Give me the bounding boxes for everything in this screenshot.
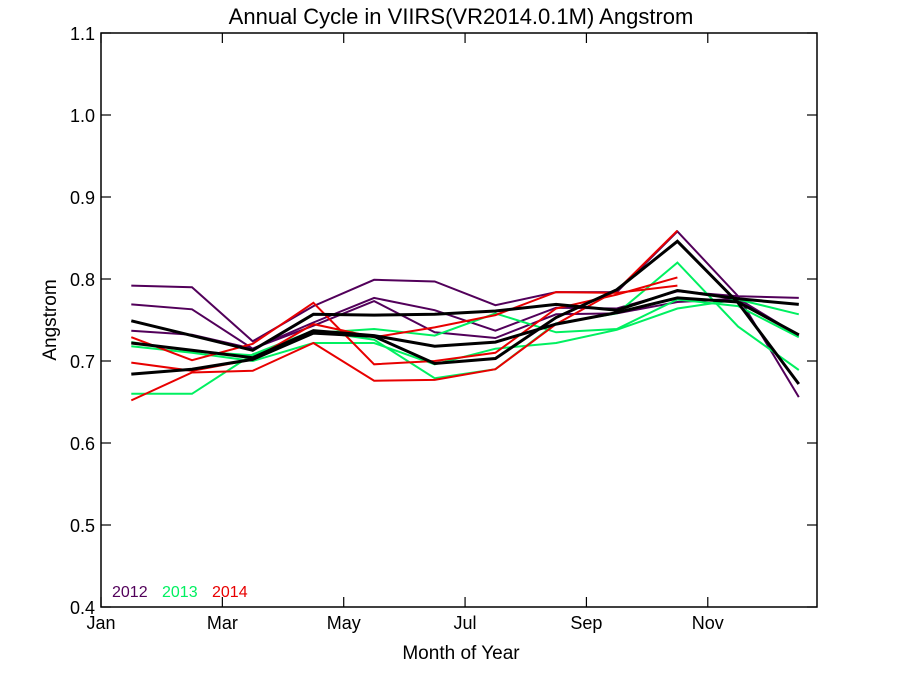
series-line-1 xyxy=(131,229,800,398)
y-tick-label: 0.8 xyxy=(70,270,95,290)
x-tick-label: Nov xyxy=(692,613,724,633)
y-axis: 0.4 0.5 0.6 0.7 0.8 0.9 1.0 1.1 xyxy=(70,24,817,618)
series-line-10 xyxy=(130,288,799,352)
x-tick-label: Jul xyxy=(454,613,477,633)
x-axis-label: Month of Year xyxy=(402,643,520,664)
y-tick-label: 0.6 xyxy=(70,434,95,454)
x-tick-label: Sep xyxy=(570,613,602,633)
x-tick-label: Mar xyxy=(207,613,238,633)
series-layer xyxy=(130,229,801,402)
x-tick-label: May xyxy=(327,613,361,633)
legend-item-2012: 2012 xyxy=(112,584,148,601)
y-tick-label: 0.4 xyxy=(70,598,95,618)
y-tick-label: 0.9 xyxy=(70,188,95,208)
plot-frame xyxy=(100,32,818,608)
x-tick-label: Jan xyxy=(86,613,115,633)
series-line-11 xyxy=(131,296,800,360)
legend: 2012 2013 2014 xyxy=(112,584,248,601)
series-line-6 xyxy=(131,298,800,357)
y-tick-label: 0.5 xyxy=(70,516,95,536)
chart-title: Annual Cycle in VIIRS(VR2014.0.1M) Angst… xyxy=(229,4,694,29)
y-tick-label: 1.0 xyxy=(70,106,95,126)
x-axis: Jan Mar May Jul Sep Nov xyxy=(86,33,724,633)
series-line-9 xyxy=(130,276,678,366)
series-line-12 xyxy=(131,239,801,385)
y-tick-label: 0.7 xyxy=(70,352,95,372)
legend-item-2013: 2013 xyxy=(162,584,198,601)
y-tick-label: 1.1 xyxy=(70,24,95,44)
y-axis-label: Angstrom xyxy=(40,279,61,360)
legend-item-2014: 2014 xyxy=(212,584,248,601)
